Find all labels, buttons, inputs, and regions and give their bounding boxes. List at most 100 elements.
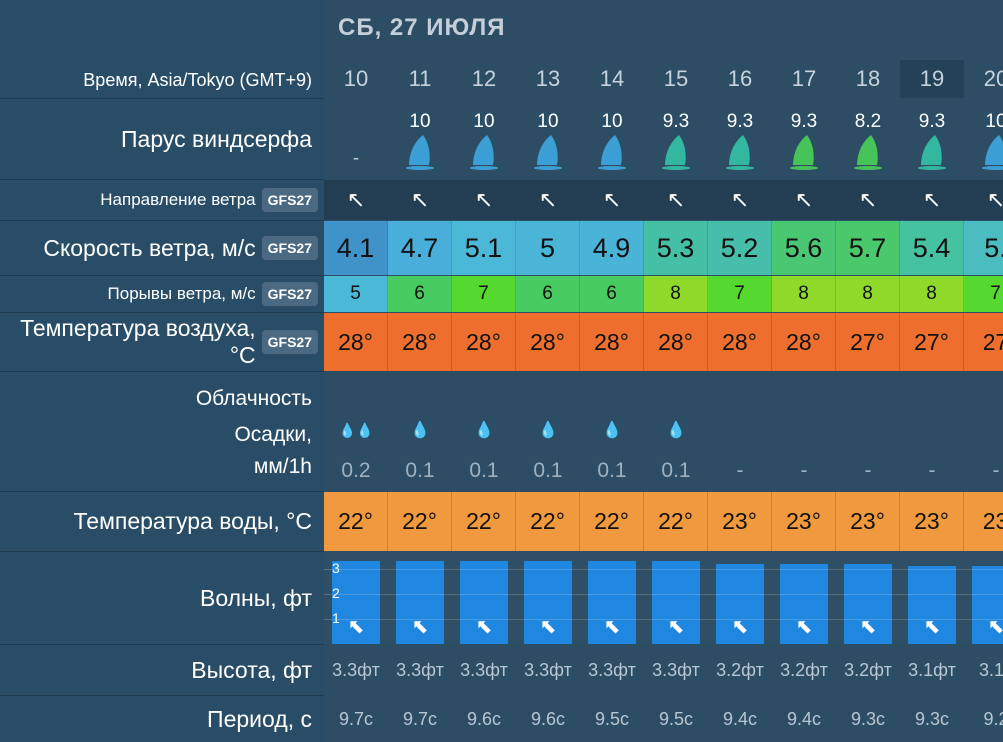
wind-gust-cell: 6: [388, 276, 452, 312]
wave-bar: [460, 561, 508, 644]
hour-cell[interactable]: 17: [791, 66, 817, 91]
air-temperature-label-text: Температура воздуха, °C: [20, 315, 256, 368]
precipitation-value: -: [736, 459, 744, 482]
air-temperature-cell: 27°: [836, 313, 900, 371]
wind-speed-cell: 5.7: [836, 221, 900, 275]
sail-icon: [982, 135, 1003, 170]
precipitation-unit-label: мм/1h: [0, 452, 318, 482]
sail-cell: 10: [516, 99, 580, 179]
wind-direction-arrow-icon: ↖: [858, 187, 878, 212]
wave-period-value: 9.4с: [722, 708, 758, 729]
wind-gust-cell: 6: [580, 276, 644, 312]
sail-icon: [790, 135, 818, 170]
separator: [0, 551, 324, 552]
wave-period-value: 9.5с: [658, 708, 694, 729]
precipitation-value: -: [800, 459, 808, 482]
sail-size: -: [352, 148, 360, 169]
wave-period-label-text: Период, с: [207, 705, 312, 732]
wind-direction-arrow-icon: ↖: [666, 187, 686, 212]
sail-cell: -: [324, 99, 388, 179]
wave-bar: [524, 561, 572, 644]
sail-cell: 9.3: [708, 99, 772, 179]
sail-icon: [918, 135, 946, 170]
sail-cell: 10: [388, 99, 452, 179]
air-temperature-cell: 28°: [580, 313, 644, 371]
wind-gust-cell: 8: [900, 276, 964, 312]
hour-cell[interactable]: 14: [599, 66, 625, 91]
wind-direction-label: Направление ветра GFS27: [0, 180, 318, 220]
air-temperature-cell: 28°: [324, 313, 388, 371]
row-background: [324, 99, 1003, 179]
wave-period-value: 9.6с: [466, 708, 502, 729]
hour-cell[interactable]: 18: [855, 66, 881, 91]
wave-height-label-text: Высота, фт: [191, 656, 312, 683]
row-background: [324, 180, 1003, 220]
hour-cell[interactable]: 10: [343, 66, 369, 91]
wave-gridline: [324, 569, 1003, 570]
hour-cell[interactable]: 20: [983, 66, 1003, 91]
wave-period-value: 9.7с: [338, 708, 374, 729]
wind-speed-cell: 5.2: [708, 221, 772, 275]
hour-cell[interactable]: 15: [663, 66, 689, 91]
separator: [0, 275, 324, 276]
raindrop-icon: 💧: [666, 422, 686, 439]
wind-gust-cell: 7: [964, 276, 1003, 312]
wave-height-value: 3.3фт: [460, 659, 508, 680]
sail-icon: [662, 135, 690, 170]
sail-label: Парус виндсерфа: [0, 99, 318, 179]
wind-speed-cell: 5.: [964, 221, 1003, 275]
wave-height-value: 3.1с: [978, 659, 1003, 680]
precipitation-value: 0.1: [533, 459, 563, 482]
model-badge[interactable]: GFS27: [261, 330, 318, 354]
wave-bar: [588, 561, 636, 644]
hour-cell[interactable]: 13: [535, 66, 561, 91]
row-labels-panel: Время, Asia/Tokyo (GMT+9) Парус виндсерф…: [0, 0, 324, 742]
wave-height-value: 3.2фт: [780, 659, 828, 680]
sail-size: 10: [409, 111, 431, 132]
air-temperature-cell: 28°: [516, 313, 580, 371]
wind-speed-cell: 5.4: [900, 221, 964, 275]
wave-period-value: 9.3с: [850, 708, 886, 729]
hour-cell[interactable]: 16: [727, 66, 753, 91]
separator: [0, 98, 324, 99]
gusts-label: Порывы ветра, м/с GFS27: [0, 276, 318, 312]
waves-label: Волны, фт: [0, 552, 318, 644]
wave-height-label: Высота, фт: [0, 645, 318, 695]
wave-direction-arrow-icon: ⬉: [603, 616, 621, 638]
model-badge[interactable]: GFS27: [261, 236, 318, 260]
wind-speed-label-text: Скорость ветра, м/с: [43, 234, 256, 261]
wave-period-value: 9.4с: [786, 708, 822, 729]
wind-direction-arrow-icon: ↖: [474, 187, 494, 212]
wave-period-value: 9.7с: [402, 708, 438, 729]
sail-icon: [406, 135, 434, 170]
wind-speed-cell: 5.1: [452, 221, 516, 275]
model-badge[interactable]: GFS27: [261, 188, 318, 212]
model-badge[interactable]: GFS27: [261, 282, 318, 306]
precipitation-unit-text: мм/1h: [253, 455, 312, 478]
forecast-grid[interactable]: СБ, 27 ИЮЛЯ 10- ↖ 4.1 5 28° 💧💧 0.2 22° ⬉ 3.3фт 9.7…: [324, 0, 1003, 742]
precipitation-value: -: [864, 459, 872, 482]
wave-height-value: 3.2фт: [844, 659, 892, 680]
wind-gust-cell: 8: [772, 276, 836, 312]
wave-direction-arrow-icon: ⬉: [795, 616, 813, 638]
wave-scale-label: 1: [332, 610, 340, 626]
precipitation-value: 0.1: [405, 459, 435, 482]
sail-cell: 9.3: [644, 99, 708, 179]
wind-gust-cell: 7: [452, 276, 516, 312]
wave-gridline: [324, 594, 1003, 595]
wind-speed-cell: 4.9: [580, 221, 644, 275]
hour-cell[interactable]: 12: [471, 66, 497, 91]
air-temperature-cell: 28°: [452, 313, 516, 371]
hour-cell[interactable]: 11: [408, 66, 432, 91]
wave-direction-arrow-icon: ⬉: [539, 616, 557, 638]
wave-height-value: 3.3фт: [652, 659, 700, 680]
wave-period-value: 9.2: [983, 708, 1003, 729]
wind-direction-label-text: Направление ветра: [100, 190, 256, 209]
water-temperature-cell: 22°: [580, 492, 644, 551]
wind-direction-arrow-icon: ↖: [602, 187, 622, 212]
time-label: Время, Asia/Tokyo (GMT+9): [0, 62, 318, 98]
wind-gust-cell: 8: [836, 276, 900, 312]
hour-cell[interactable]: 19: [900, 60, 964, 98]
air-temperature-cell: 28°: [388, 313, 452, 371]
raindrop-icon: 💧: [602, 422, 622, 439]
